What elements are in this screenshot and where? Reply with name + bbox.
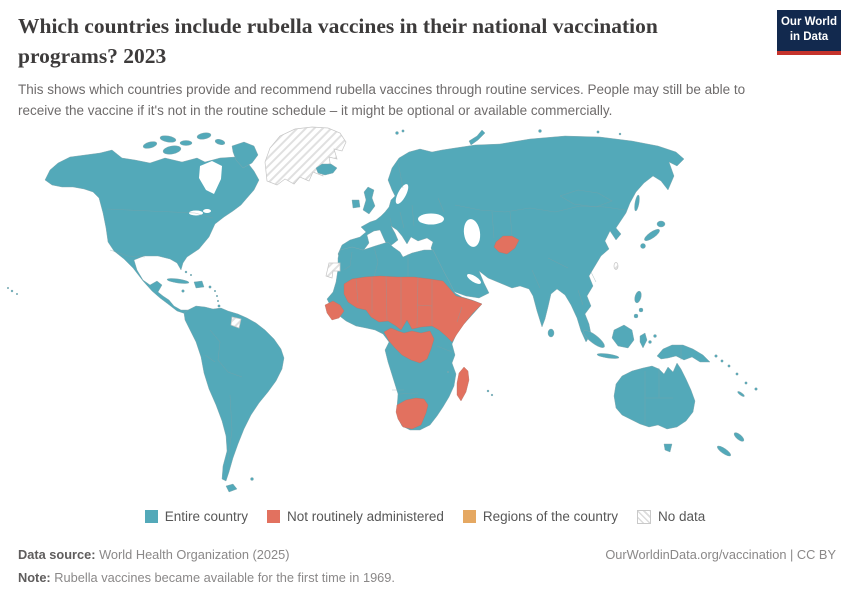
world-map[interactable] bbox=[0, 110, 850, 510]
region-sahel-horn-red bbox=[343, 275, 483, 343]
legend-label: Regions of the country bbox=[482, 509, 618, 524]
owid-logo-line2: in Data bbox=[789, 30, 829, 43]
note-label: Note: bbox=[18, 570, 51, 586]
data-source-label: Data source: bbox=[18, 547, 96, 562]
legend-swatch-no-data bbox=[636, 509, 651, 524]
region-south-africa-red bbox=[395, 397, 429, 430]
legend-item-not-routinely-administered[interactable]: Not routinely administered bbox=[267, 509, 444, 524]
world-map-svg bbox=[6, 126, 758, 493]
region-hawaii[interactable] bbox=[6, 286, 19, 296]
region-australia[interactable] bbox=[613, 362, 745, 458]
legend-swatch-regions-of-country bbox=[462, 510, 476, 523]
data-source-line: Data source: World Health Organization (… bbox=[18, 543, 836, 566]
legend-label: Not routinely administered bbox=[287, 509, 444, 524]
black-sea bbox=[418, 213, 444, 225]
caspian-sea bbox=[463, 219, 481, 247]
legend-swatch-entire-country bbox=[144, 510, 158, 523]
legend-label: Entire country bbox=[164, 509, 249, 524]
legend-item-no-data[interactable]: No data bbox=[636, 509, 706, 524]
legend-item-regions-of-country[interactable]: Regions of the country bbox=[462, 509, 618, 524]
region-madagascar-red bbox=[456, 366, 470, 402]
owid-logo-line1: Our World bbox=[780, 16, 837, 28]
page-title: Which countries include rubella vaccines… bbox=[18, 14, 658, 68]
region-japan[interactable] bbox=[634, 194, 666, 249]
chart-subtitle: This shows which countries provide and r… bbox=[18, 82, 746, 119]
region-africa[interactable] bbox=[324, 241, 494, 431]
region-french-guiana-nodata bbox=[230, 316, 242, 329]
data-source-text: World Health Organization (2025) bbox=[95, 547, 290, 562]
region-north-america[interactable] bbox=[44, 132, 260, 315]
region-iceland[interactable] bbox=[315, 163, 338, 176]
region-southeast-asia-islands[interactable] bbox=[581, 290, 758, 397]
region-sri-lanka[interactable] bbox=[547, 328, 555, 338]
region-greenland-nodata[interactable] bbox=[264, 126, 347, 186]
chart-header: Which countries include rubella vaccines… bbox=[18, 12, 758, 122]
legend-swatch-not-routinely-administered bbox=[267, 510, 281, 523]
region-caribbean[interactable] bbox=[166, 270, 221, 308]
persian-gulf bbox=[467, 274, 481, 284]
region-guinea-liberia-red bbox=[324, 300, 345, 321]
region-south-america[interactable] bbox=[183, 305, 285, 493]
legend-item-entire-country[interactable]: Entire country bbox=[144, 509, 249, 524]
owid-logo: Our World in Data bbox=[777, 10, 841, 55]
region-taiwan-nodata[interactable] bbox=[613, 262, 619, 270]
credit-link[interactable]: OurWorldinData.org/vaccination | CC BY bbox=[605, 547, 836, 562]
region-british-isles[interactable] bbox=[351, 186, 376, 215]
chart-footer: Data source: World Health Organization (… bbox=[18, 543, 836, 589]
baltic-sea bbox=[395, 184, 409, 204]
region-congo-basin-red bbox=[383, 327, 435, 364]
note-text: Rubella vaccines became available for th… bbox=[50, 570, 395, 586]
map-legend: Entire country Not routinely administere… bbox=[0, 509, 850, 524]
region-afghanistan-red[interactable] bbox=[493, 235, 520, 255]
region-western-sahara-nodata bbox=[325, 262, 341, 279]
note-line: Note: Rubella vaccines became available … bbox=[18, 566, 836, 589]
legend-label: No data bbox=[657, 509, 706, 524]
region-arctic-islands bbox=[395, 129, 622, 146]
